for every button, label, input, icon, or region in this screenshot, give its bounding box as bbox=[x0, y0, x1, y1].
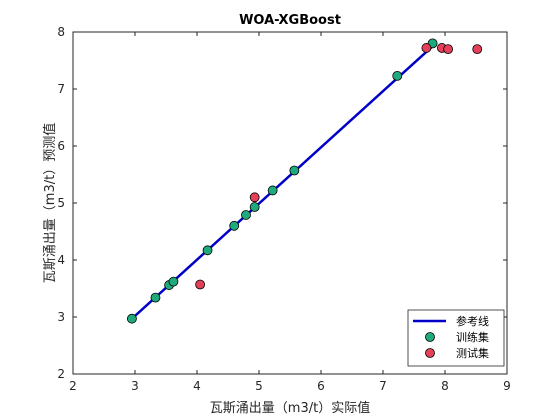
reference-line-layer bbox=[131, 42, 437, 320]
x-tick-label: 8 bbox=[441, 379, 449, 393]
y-tick-label: 4 bbox=[57, 253, 65, 267]
y-tick-label: 8 bbox=[57, 25, 65, 39]
legend-test-swatch bbox=[425, 348, 435, 358]
legend-train-swatch bbox=[425, 332, 435, 342]
x-tick-label: 2 bbox=[69, 379, 77, 393]
y-axis-label: 瓦斯涌出量（m3/t）预测值 bbox=[42, 123, 58, 283]
test-point bbox=[195, 279, 206, 290]
points-layer bbox=[126, 38, 483, 324]
train-point bbox=[289, 165, 300, 176]
test-point bbox=[249, 192, 260, 203]
legend-test-label: 测试集 bbox=[456, 346, 489, 360]
x-tick-label: 9 bbox=[503, 379, 511, 393]
axis-ticks: 2 3 4 5 6 7 8 9 2 3 4 5 6 7 8 bbox=[57, 25, 510, 393]
train-point bbox=[168, 276, 179, 287]
train-point bbox=[150, 292, 161, 303]
x-tick-label: 7 bbox=[379, 379, 387, 393]
legend-reference-line-label: 参考线 bbox=[456, 314, 489, 328]
x-tick-label: 4 bbox=[193, 379, 201, 393]
reference-line bbox=[131, 42, 437, 320]
test-point bbox=[472, 44, 483, 54]
train-point bbox=[229, 220, 240, 231]
legend-box bbox=[407, 309, 505, 367]
x-tick-label: 5 bbox=[255, 379, 263, 393]
train-point bbox=[392, 70, 403, 81]
x-tick-label: 3 bbox=[131, 379, 139, 393]
test-point bbox=[421, 43, 432, 53]
y-tick-label: 2 bbox=[57, 367, 65, 381]
legend-train-label: 训练集 bbox=[456, 330, 489, 344]
train-point bbox=[267, 185, 278, 196]
train-point bbox=[202, 245, 213, 256]
chart-title: WOA-XGBoost bbox=[239, 13, 341, 28]
y-tick-label: 3 bbox=[57, 310, 65, 324]
y-tick-label: 5 bbox=[57, 196, 65, 210]
y-tick-label: 6 bbox=[57, 139, 65, 153]
legend: 参考线 训练集 测试集 bbox=[407, 309, 505, 367]
x-axis-label: 瓦斯涌出量（m3/t）实际值 bbox=[210, 400, 370, 416]
train-point bbox=[249, 202, 260, 212]
x-tick-label: 6 bbox=[317, 379, 325, 393]
train-point bbox=[241, 210, 251, 220]
train-point bbox=[126, 313, 137, 324]
y-tick-label: 7 bbox=[57, 82, 65, 96]
test-point bbox=[443, 44, 454, 54]
